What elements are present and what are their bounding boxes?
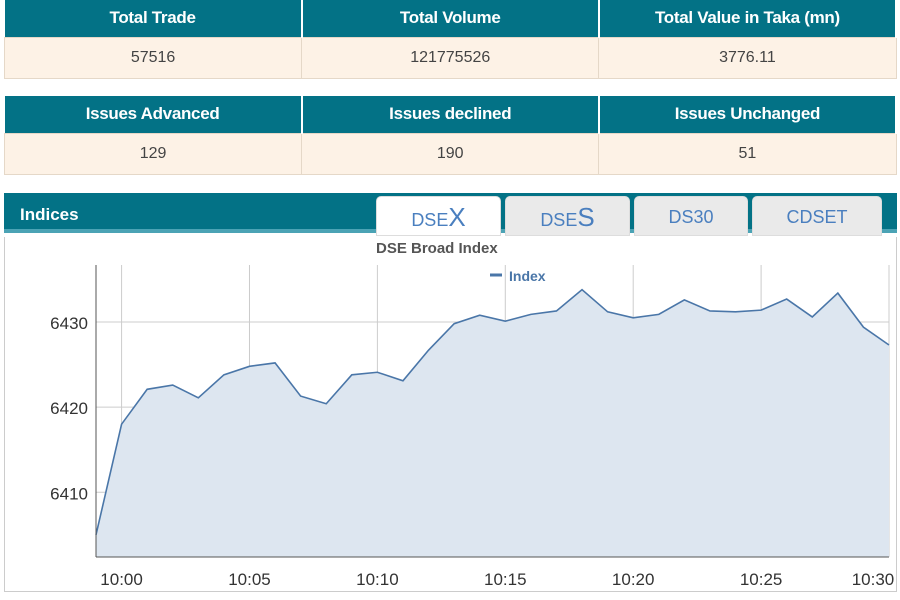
issues-unchanged-value: 51: [598, 132, 897, 175]
indices-title: Indices: [20, 205, 79, 224]
tab-label-suffix: X: [448, 202, 466, 232]
header-issues-advanced: Issues Advanced: [4, 96, 303, 133]
issues-table: Issues Advanced Issues declined Issues Unc…: [3, 96, 898, 175]
x-tick-label: 10:15: [484, 570, 527, 589]
market-summary-table: Total Trade Total Volume Total Value in Ta…: [3, 0, 898, 79]
legend-label: Index: [509, 268, 546, 284]
total-trade-value: 57516: [3, 36, 303, 79]
total-volume-value: 121775526: [301, 36, 600, 79]
tab-ds30[interactable]: DS30: [634, 196, 748, 236]
area-fill: [96, 289, 889, 557]
x-tick-label: 10:25: [740, 570, 783, 589]
issues-declined-value: 190: [301, 132, 600, 175]
tab-label: DS30: [668, 207, 714, 227]
index-chart: 6410 6420 6430 10:00 10:05 10:10 10:15 10:20 10:…: [50, 265, 895, 589]
header-total-value: Total Value in Taka (mn): [598, 0, 898, 37]
header-total-volume: Total Volume: [301, 0, 600, 37]
tab-dses[interactable]: DSES: [505, 196, 630, 236]
y-tick-label: 6420: [50, 399, 88, 418]
x-tick-label: 10:05: [228, 570, 271, 589]
y-tick-label: 6410: [50, 484, 88, 503]
issues-advanced-value: 129: [3, 132, 303, 175]
tab-cdset[interactable]: CDSET: [752, 196, 882, 236]
x-tick-label: 10:10: [356, 570, 399, 589]
y-tick-label: 6430: [50, 314, 88, 333]
chart-panel: 6410 6420 6430 10:00 10:05 10:10 10:15 10:20 10:…: [4, 237, 897, 592]
x-tick-label: 10:20: [612, 570, 655, 589]
series-line-index: [95, 288, 890, 536]
chart-title: DSE Broad Index: [376, 240, 498, 257]
x-tick-label: 10:00: [100, 570, 143, 589]
tab-label: DSE: [540, 210, 578, 230]
tab-label: CDSET: [786, 207, 848, 227]
header-issues-unchanged: Issues Unchanged: [598, 96, 898, 133]
x-tick-label: 10:30: [852, 570, 895, 589]
total-value-value: 3776.11: [598, 36, 897, 79]
header-issues-declined: Issues declined: [301, 96, 600, 133]
tab-label-suffix: S: [577, 202, 595, 232]
tab-dsex[interactable]: DSEX: [376, 196, 501, 236]
tab-label: DSE: [411, 210, 449, 230]
header-total-trade: Total Trade: [4, 0, 303, 37]
